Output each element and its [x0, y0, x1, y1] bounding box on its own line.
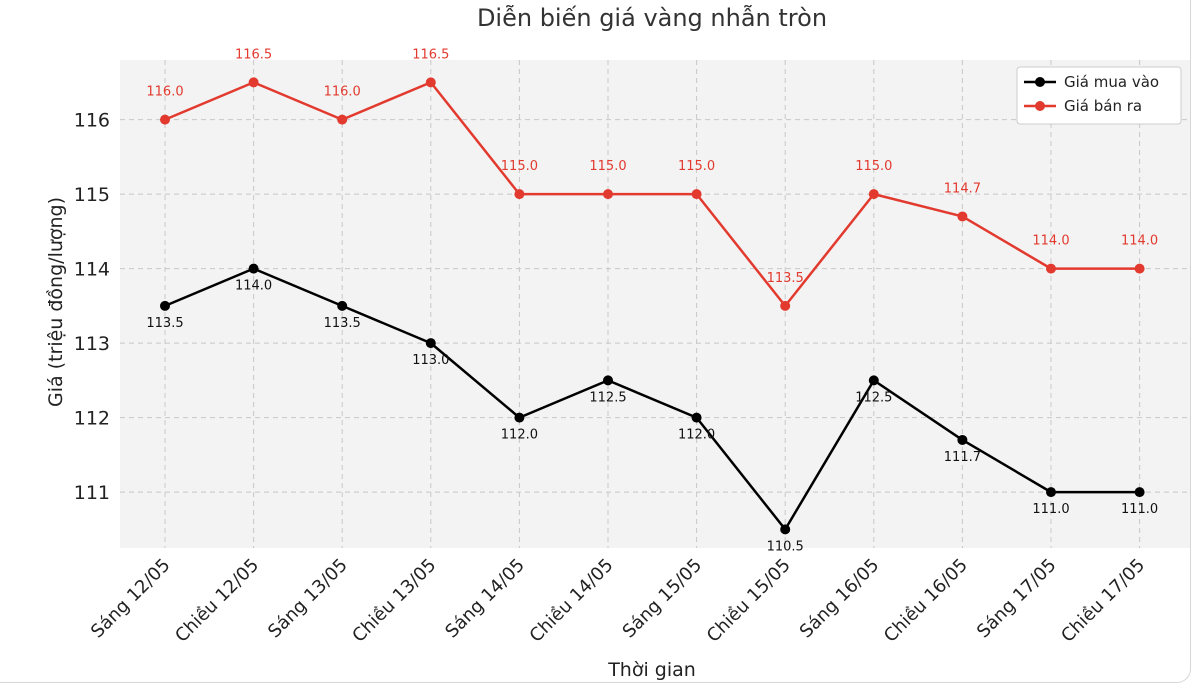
data-point-0	[248, 263, 259, 274]
y-tick-label: 112	[74, 408, 110, 430]
data-label-0: 112.0	[678, 428, 715, 443]
data-point-1	[868, 189, 879, 200]
data-point-1	[514, 189, 525, 200]
y-tick-label: 115	[74, 184, 110, 206]
data-label-1: 115.0	[855, 159, 892, 174]
data-point-1	[337, 114, 348, 125]
data-point-1	[691, 189, 702, 200]
data-point-0	[1134, 487, 1145, 498]
legend-marker-buy	[1035, 77, 1045, 87]
legend: Giá mua vào Giá bán ra	[1016, 66, 1182, 125]
series-line-1	[164, 81, 1140, 308]
data-point-0	[1046, 487, 1056, 498]
data-point-0	[691, 412, 702, 423]
data-point-0	[868, 375, 879, 386]
data-label-0: 111.0	[1032, 502, 1069, 517]
x-axis-label: Thời gian	[607, 659, 696, 681]
data-label-1: 115.0	[678, 159, 715, 174]
plot-area	[120, 60, 1190, 548]
data-point-0	[957, 434, 968, 445]
y-tick-label: 113	[74, 333, 110, 355]
data-label-0: 113.5	[146, 316, 183, 331]
y-tick-label: 111	[74, 482, 110, 504]
chart-card: 111 112 113 114 115 116 Sáng 12/05 Chiều 12/05…	[0, 0, 1191, 683]
data-point-1	[160, 114, 170, 125]
x-tick-label: Sáng 17/05	[973, 555, 1061, 643]
x-tick-label: Chiều 12/05	[171, 555, 263, 647]
data-label-0: 110.5	[767, 539, 804, 554]
grid	[120, 60, 1190, 548]
data-label-1: 116.5	[412, 47, 449, 62]
x-tick-label: Sáng 14/05	[441, 555, 529, 643]
legend-box	[1016, 66, 1182, 125]
x-tick-label: Sáng 15/05	[619, 555, 707, 643]
data-label-0: 111.7	[944, 450, 981, 465]
data-label-1: 115.0	[501, 159, 538, 174]
data-label-0: 113.5	[324, 316, 361, 331]
x-tick-label: Sáng 16/05	[796, 555, 884, 643]
data-point-0	[603, 375, 613, 386]
data-point-1	[957, 211, 968, 222]
series-line-0	[164, 267, 1140, 531]
x-tick-label: Chiều 17/05	[1057, 555, 1149, 647]
data-point-1	[248, 77, 259, 88]
series-layer	[160, 77, 1145, 535]
data-point-1	[780, 300, 791, 311]
y-axis-label: Giá (triệu đồng/lượng)	[45, 197, 67, 407]
data-label-0: 114.0	[235, 279, 272, 294]
data-point-1	[1046, 263, 1056, 274]
data-point-1	[1134, 263, 1145, 274]
data-point-0	[780, 524, 791, 535]
data-label-1: 114.0	[1121, 234, 1158, 249]
x-tick-label: Chiều 13/05	[348, 555, 440, 647]
legend-label-buy: Giá mua vào	[1064, 73, 1159, 91]
data-label-0: 112.0	[501, 428, 538, 443]
data-point-0	[514, 412, 525, 423]
data-point-1	[425, 77, 436, 88]
x-tick-label: Sáng 12/05	[87, 555, 175, 643]
y-axis-ticks: 111 112 113 114 115 116	[74, 110, 110, 505]
x-tick-label: Chiều 16/05	[880, 555, 972, 647]
data-point-1	[603, 189, 613, 200]
data-point-0	[425, 338, 436, 349]
data-label-0: 113.0	[412, 353, 449, 368]
chart-title: Diễn biến giá vàng nhẫn tròn	[477, 3, 827, 32]
data-label-0: 112.5	[589, 390, 626, 405]
x-tick-label: Chiều 14/05	[526, 555, 618, 647]
data-point-0	[337, 300, 348, 311]
legend-label-sell: Giá bán ra	[1064, 97, 1142, 115]
data-label-1: 116.0	[324, 85, 361, 100]
x-tick-label: Chiều 15/05	[703, 555, 795, 647]
data-label-1: 113.5	[767, 271, 804, 286]
data-label-1: 114.7	[944, 181, 981, 196]
y-tick-label: 114	[74, 259, 110, 281]
data-label-0: 111.0	[1121, 502, 1158, 517]
data-point-0	[160, 300, 170, 311]
data-label-1: 114.0	[1032, 234, 1069, 249]
data-labels: 113.5 114.0 113.5 113.0 112.0 112.5 112.0 110.5…	[146, 47, 1158, 554]
y-tick-label: 116	[74, 110, 110, 132]
data-label-0: 112.5	[855, 390, 892, 405]
data-label-1: 116.5	[235, 47, 272, 62]
data-label-1: 115.0	[589, 159, 626, 174]
x-tick-label: Sáng 13/05	[264, 555, 352, 643]
data-label-1: 116.0	[146, 85, 183, 100]
legend-marker-sell	[1035, 101, 1045, 111]
